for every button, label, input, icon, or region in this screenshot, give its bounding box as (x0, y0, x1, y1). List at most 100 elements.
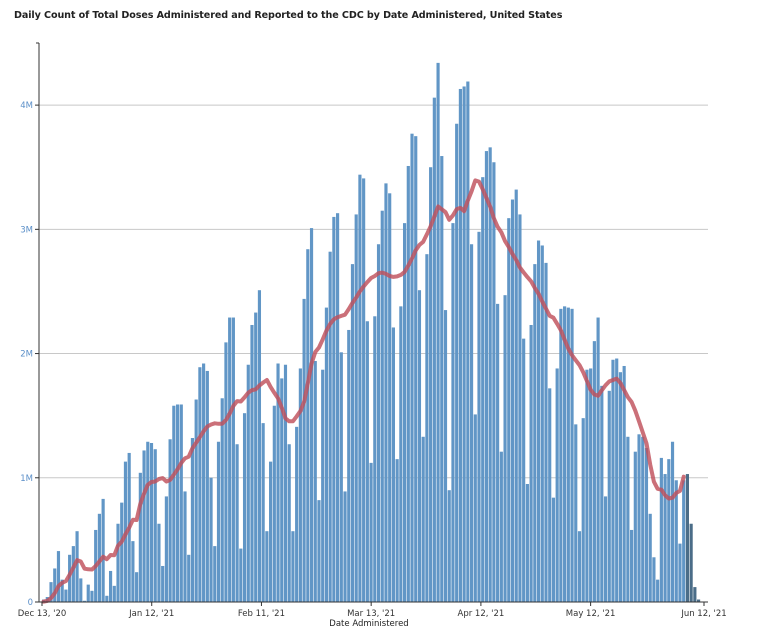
bar (97, 513, 101, 602)
bar (637, 434, 641, 602)
bar (365, 321, 369, 602)
bar (168, 439, 172, 602)
bar (280, 378, 284, 602)
x-tick-label: Apr 12, '21 (458, 609, 505, 619)
bar (90, 590, 94, 602)
bar (626, 436, 630, 602)
bar (525, 483, 529, 602)
bar (648, 513, 652, 602)
bar (295, 426, 299, 602)
bar (332, 216, 336, 602)
bar (190, 438, 195, 602)
bar (343, 491, 347, 602)
bar (607, 390, 611, 602)
bar (216, 441, 221, 602)
bar (399, 306, 403, 602)
bar (376, 244, 381, 603)
bar (56, 551, 61, 602)
bar (518, 214, 522, 602)
bar (600, 385, 604, 602)
x-axis-label: Date Administered (329, 619, 408, 629)
bar (443, 310, 448, 602)
bar (622, 365, 626, 602)
bar (615, 358, 619, 602)
bar (585, 369, 589, 602)
bar (540, 245, 544, 602)
bar (492, 162, 496, 602)
bar (674, 480, 678, 602)
bar (321, 369, 325, 602)
bar (429, 167, 433, 602)
bar (172, 405, 176, 602)
bar (466, 81, 470, 602)
bar (354, 214, 358, 602)
bar (685, 474, 689, 602)
bar (246, 364, 250, 602)
y-tick-label: 0 (28, 598, 33, 608)
bar (235, 444, 239, 602)
bar (477, 231, 481, 602)
x-tick-label: Mar 13, '21 (347, 609, 395, 619)
bar (302, 298, 306, 602)
bar (391, 327, 395, 602)
bar (298, 368, 302, 602)
bar (548, 388, 552, 602)
bar (254, 312, 258, 602)
bar (272, 405, 276, 602)
bar (283, 364, 288, 602)
bar (659, 457, 663, 602)
bar (146, 441, 150, 602)
bar (507, 218, 511, 603)
bar (641, 436, 645, 602)
bar (436, 62, 440, 603)
bar (611, 359, 615, 602)
bar (469, 244, 474, 603)
bar (577, 531, 582, 602)
bar (510, 199, 515, 602)
x-tick-label: Dec 13, '20 (18, 609, 67, 619)
bar (451, 223, 455, 602)
bar (362, 178, 366, 602)
bar (496, 303, 500, 602)
bar (570, 308, 574, 602)
bar (689, 523, 693, 602)
bar (120, 502, 124, 602)
bar (242, 413, 247, 602)
bar (406, 165, 410, 603)
bar (116, 523, 120, 602)
bar (239, 548, 243, 602)
bar (425, 254, 429, 602)
bar (313, 361, 317, 602)
bar (581, 418, 585, 602)
bar (112, 585, 116, 602)
bar (566, 307, 570, 602)
bar (131, 541, 135, 602)
bar (484, 151, 489, 602)
x-tick-label: May 12, '21 (566, 609, 616, 619)
bar (60, 579, 64, 602)
bar (336, 213, 340, 602)
bar (417, 290, 422, 602)
bar (228, 317, 232, 602)
bar (82, 600, 87, 602)
bar (533, 264, 537, 602)
bar (682, 480, 686, 602)
bar (499, 451, 503, 602)
bar (693, 587, 697, 602)
y-tick-label: 4M (20, 101, 33, 111)
bar (347, 329, 351, 602)
bar (291, 531, 295, 602)
axes: 0 1M 2M 3M 4M Dec 13, '20 Jan 12, '21 Feb 11, '… (18, 42, 727, 619)
bar (209, 477, 213, 602)
bar (559, 308, 563, 602)
bar (108, 570, 113, 602)
bar (473, 414, 477, 602)
bar (205, 370, 209, 602)
bar (596, 317, 600, 602)
bar (183, 491, 187, 602)
x-tick-label: Feb 11, '21 (238, 609, 285, 619)
bar (224, 342, 228, 602)
bar (555, 368, 559, 602)
bar (574, 424, 578, 602)
bar (551, 497, 556, 602)
